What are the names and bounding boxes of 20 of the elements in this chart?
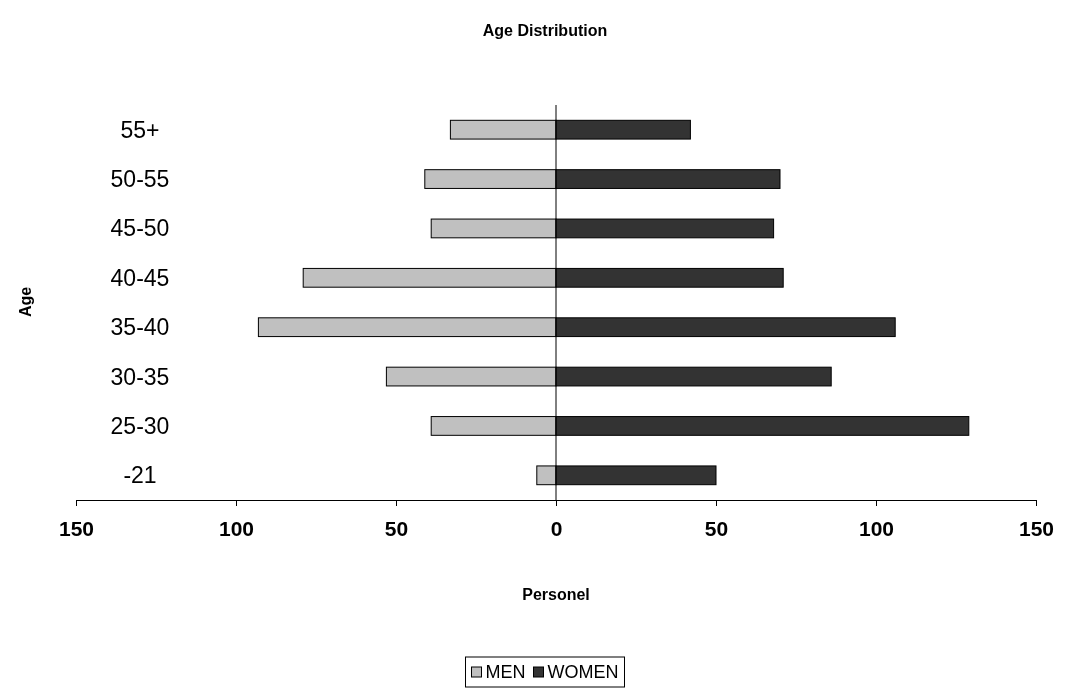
x-tick-label: 150 bbox=[58, 517, 95, 541]
legend-label: WOMEN bbox=[547, 662, 619, 683]
legend-label: MEN bbox=[485, 662, 526, 683]
y-tick-label: 40-45 bbox=[110, 264, 170, 291]
y-tick-label: 30-35 bbox=[110, 363, 170, 390]
x-tick-label: 50 bbox=[384, 517, 409, 541]
x-tick-label: 100 bbox=[858, 517, 895, 541]
chart-title: Age Distribution bbox=[482, 22, 608, 39]
y-tick-label: 45-50 bbox=[110, 215, 170, 242]
x-tick-label: 0 bbox=[550, 517, 563, 541]
y-tick-label: 35-40 bbox=[110, 314, 170, 341]
x-axis-title: Personel bbox=[522, 586, 590, 603]
y-axis-title: Age bbox=[17, 286, 34, 318]
y-tick-label: 50-55 bbox=[110, 166, 170, 193]
x-tick-label: 100 bbox=[218, 517, 255, 541]
y-tick-label: -21 bbox=[123, 462, 157, 489]
x-tick-label: 150 bbox=[1018, 517, 1055, 541]
x-tick-label: 50 bbox=[704, 517, 729, 541]
y-tick-label: 55+ bbox=[120, 116, 160, 143]
y-tick-label: 25-30 bbox=[110, 412, 170, 439]
